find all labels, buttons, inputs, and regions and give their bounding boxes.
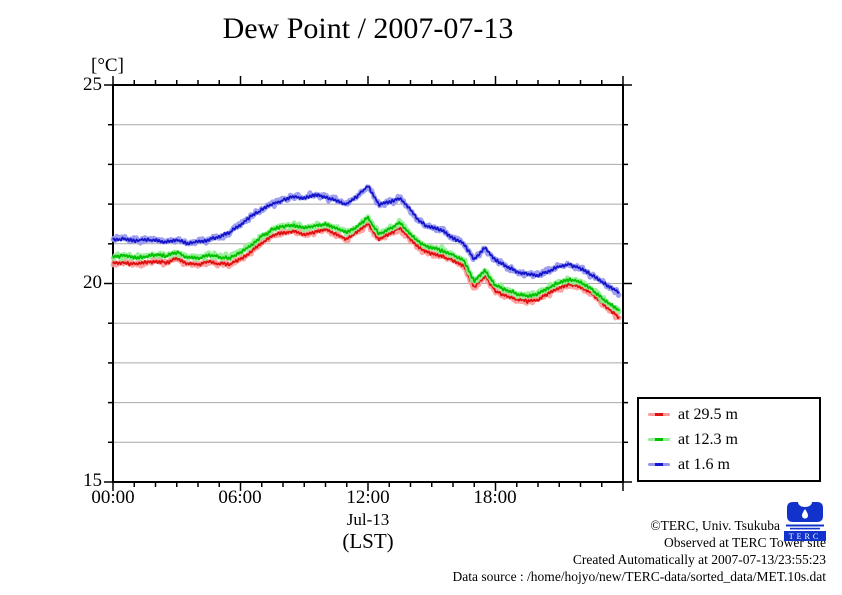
y-tick-label-15: 15 <box>83 470 102 491</box>
legend-entry-12-3m: at 12.3 m <box>648 431 819 449</box>
green-line-sample-icon <box>648 436 670 443</box>
y-tick-label-25: 25 <box>83 74 102 95</box>
legend-box: at 29.5 m at 12.3 m at 1.6 m <box>637 397 821 482</box>
x-axis-date-label: Jul-13 <box>346 510 390 529</box>
x-tick-label-1200: 12:00 <box>346 487 390 508</box>
logo-terc-text: TERC <box>789 532 821 541</box>
red-line-sample-icon <box>648 411 670 418</box>
x-axis-timezone-label: (LST) <box>342 529 394 553</box>
chart-title: Dew Point / 2007-07-13 <box>222 12 514 45</box>
observed-site-text: Observed at TERC Tower site <box>663 534 826 550</box>
blue-line-sample-icon <box>648 461 670 468</box>
legend-label: at 1.6 m <box>678 455 730 473</box>
x-tick-label-0600: 06:00 <box>218 487 262 508</box>
data-source-text: Data source : /home/hojyo/new/TERC-data/… <box>452 568 826 584</box>
logo-water-drop-icon <box>802 509 808 519</box>
copyright-text: ©TERC, Univ. Tsukuba <box>650 518 780 533</box>
terc-logo: TERC <box>784 502 826 541</box>
y-axis-unit-label: [°C] <box>91 55 124 76</box>
x-tick-label-1800: 18:00 <box>473 487 517 508</box>
footer-credits: ©TERC, Univ. Tsukuba Observed at TERC To… <box>452 518 826 586</box>
legend-label: at 29.5 m <box>678 405 738 423</box>
legend-label: at 12.3 m <box>678 430 738 448</box>
x-tick-label-0000: 00:00 <box>91 487 135 508</box>
y-tick-label-20: 20 <box>83 272 102 293</box>
created-timestamp-text: Created Automatically at 2007-07-13/23:5… <box>572 551 826 567</box>
legend-entry-1-6m: at 1.6 m <box>648 456 819 474</box>
legend-entry-29-5m: at 29.5 m <box>648 406 819 424</box>
